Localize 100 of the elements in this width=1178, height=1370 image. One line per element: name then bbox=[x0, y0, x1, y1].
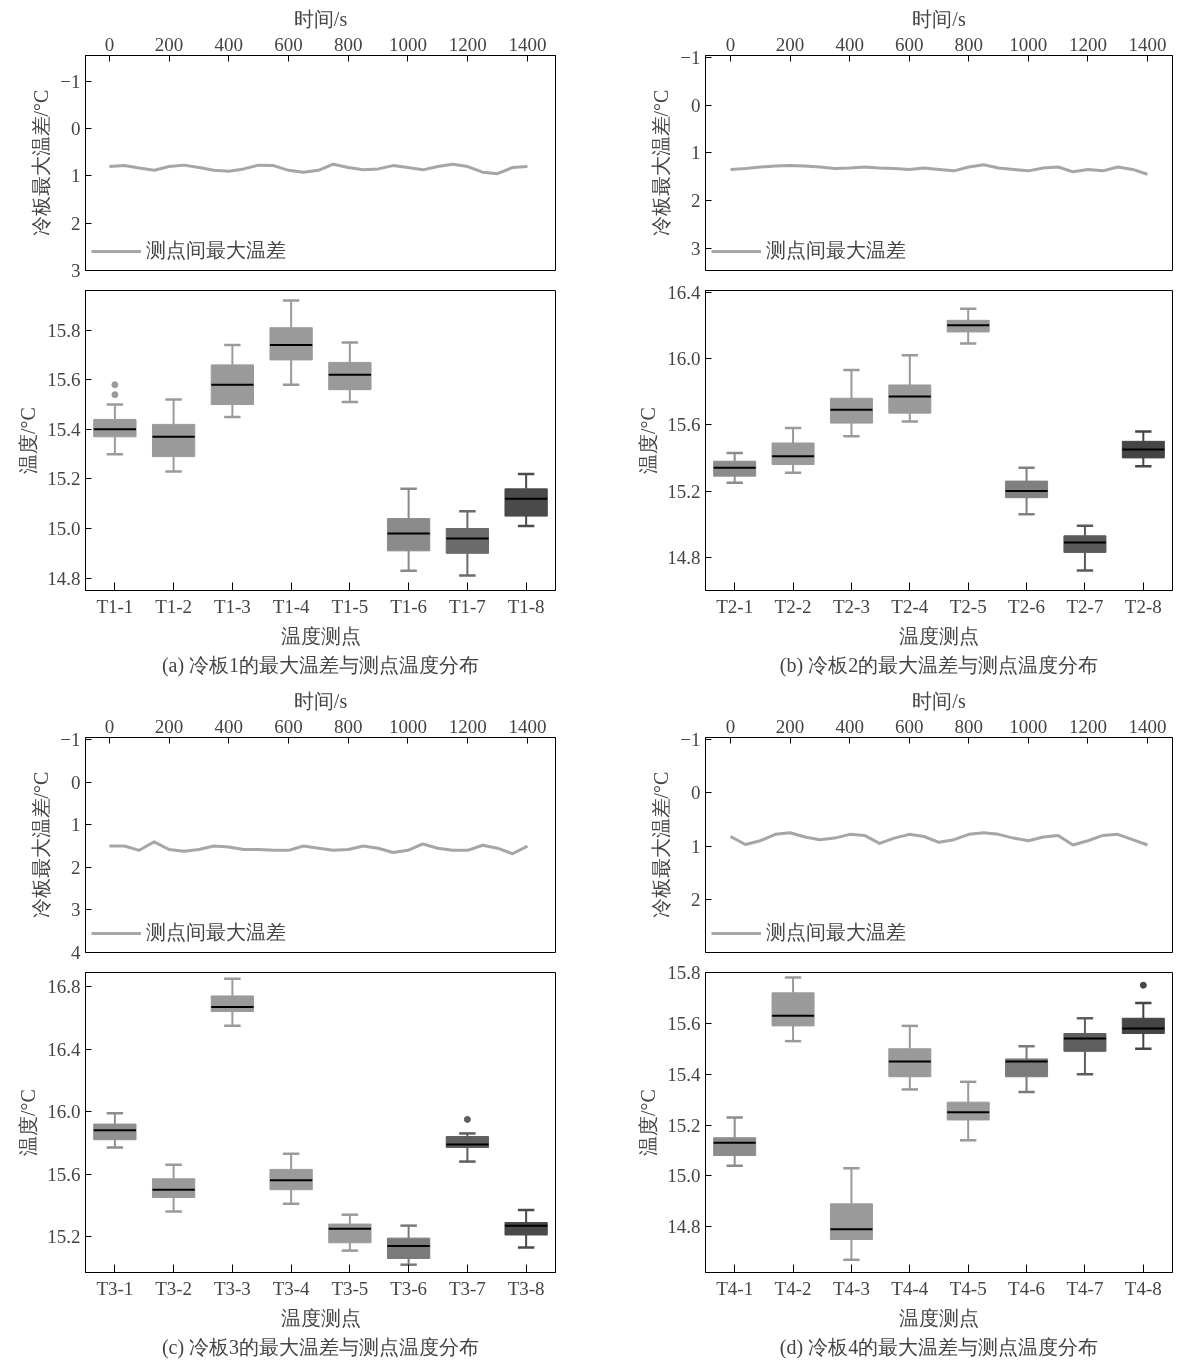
y-tick-label: 15.8 bbox=[47, 319, 81, 341]
y-tick-label: 1 bbox=[71, 814, 81, 836]
x-tick-label: 0 bbox=[104, 33, 115, 55]
y-tick-label: 15.6 bbox=[667, 1012, 701, 1034]
line-series bbox=[729, 163, 1149, 176]
y-tick-label: 2 bbox=[71, 212, 81, 234]
x-tick-label: 200 bbox=[154, 715, 184, 737]
x-tick-label: 1400 bbox=[508, 33, 547, 55]
x-axis-title: 时间/s bbox=[912, 7, 966, 30]
x-tick-label: 1200 bbox=[1068, 33, 1107, 55]
text: (a) 冷板1的最大温差与测点温度分布 bbox=[161, 653, 480, 677]
x-tick-label: 200 bbox=[775, 33, 805, 55]
y-tick-label: 15.2 bbox=[47, 468, 81, 490]
y-tick-label: 2 bbox=[71, 856, 81, 878]
x-tick-label: T3-3 bbox=[213, 1277, 251, 1299]
x-tick-label: T1-5 bbox=[331, 595, 369, 617]
x-tick-label: 600 bbox=[274, 33, 303, 55]
x-axis-title: 温度测点 bbox=[280, 624, 361, 647]
line-series bbox=[729, 831, 1149, 847]
x-tick-label: 1200 bbox=[448, 715, 487, 737]
x-tick-label: T1-6 bbox=[390, 595, 428, 617]
x-tick-label: T2-1 bbox=[716, 595, 754, 617]
line-series bbox=[107, 162, 529, 176]
x-tick-label: T3-7 bbox=[448, 1277, 486, 1299]
y-axis-title: 冷板最大温差/°C bbox=[30, 771, 53, 919]
x-axis-title: 温度测点 bbox=[899, 624, 979, 647]
text: (c) 冷板3的最大温差与测点温度分布 bbox=[161, 1335, 480, 1359]
x-tick-label: T4-4 bbox=[891, 1277, 929, 1299]
x-tick-label: T4-3 bbox=[832, 1277, 870, 1299]
y-axis-title: 冷板最大温差/°C bbox=[650, 89, 673, 237]
x-tick-label: T3-2 bbox=[155, 1277, 193, 1299]
y-axis-title: 温度/°C bbox=[637, 407, 660, 474]
y-tick-label: 1 bbox=[71, 165, 81, 187]
x-tick-label: 1200 bbox=[1068, 715, 1107, 737]
y-tick-label: 16.0 bbox=[47, 1101, 81, 1123]
y-tick-label: 14.8 bbox=[667, 1216, 701, 1238]
x-tick-label: 0 bbox=[725, 33, 736, 55]
y-tick-label: −1 bbox=[60, 729, 81, 751]
x-tick-label: T1-4 bbox=[272, 595, 311, 617]
x-tick-label: T1-7 bbox=[448, 595, 486, 617]
x-tick-label: 800 bbox=[334, 33, 363, 55]
x-tick-label: 600 bbox=[894, 33, 924, 55]
text: (b) 冷板2的最大温差与测点温度分布 bbox=[779, 653, 1099, 677]
x-tick-label: 1400 bbox=[1128, 33, 1167, 55]
y-tick-label: 3 bbox=[71, 260, 81, 281]
x-tick-label: T2-7 bbox=[1066, 595, 1104, 617]
y-axis-title: 冷板最大温差/°C bbox=[650, 771, 673, 919]
y-tick-label: 16.4 bbox=[667, 281, 701, 303]
y-tick-label: 2 bbox=[691, 888, 701, 910]
legend-label: 测点间最大温差 bbox=[146, 238, 286, 263]
x-tick-label: T4-8 bbox=[1124, 1277, 1162, 1299]
y-axis-title: 冷板最大温差/°C bbox=[30, 89, 53, 237]
y-tick-label: 0 bbox=[691, 782, 701, 804]
x-tick-label: T4-1 bbox=[716, 1277, 754, 1299]
y-tick-label: 15.0 bbox=[667, 1165, 701, 1187]
x-tick-label: T2-2 bbox=[774, 595, 812, 617]
y-tick-label: 15.2 bbox=[667, 1114, 701, 1136]
x-tick-label: 1400 bbox=[1128, 715, 1167, 737]
x-tick-label: 0 bbox=[725, 715, 736, 737]
x-axis-title: 时间/s bbox=[293, 689, 348, 712]
y-tick-label: −1 bbox=[60, 70, 81, 92]
y-tick-label: 0 bbox=[691, 94, 701, 116]
y-axis-title: 温度/°C bbox=[637, 1089, 660, 1156]
x-tick-label: T4-2 bbox=[774, 1277, 812, 1299]
x-tick-label: T3-1 bbox=[96, 1277, 134, 1299]
y-tick-label: 2 bbox=[691, 189, 701, 211]
y-tick-label: 15.8 bbox=[667, 962, 701, 983]
y-tick-label: 15.4 bbox=[667, 1063, 701, 1085]
y-tick-label: 1 bbox=[691, 835, 701, 857]
y-tick-label: 15.0 bbox=[47, 518, 81, 540]
x-tick-label: T2-3 bbox=[832, 595, 870, 617]
y-axis-title: 温度/°C bbox=[17, 1089, 40, 1156]
y-tick-label: 0 bbox=[71, 118, 81, 140]
x-axis-title: 温度测点 bbox=[280, 1306, 361, 1329]
line-series bbox=[107, 840, 529, 856]
x-tick-label: T2-8 bbox=[1124, 595, 1162, 617]
y-tick-label: 15.4 bbox=[47, 418, 81, 440]
x-tick-label: 1400 bbox=[508, 715, 547, 737]
x-tick-label: 200 bbox=[775, 715, 805, 737]
x-tick-label: 600 bbox=[894, 715, 924, 737]
legend-label: 测点间最大温差 bbox=[766, 238, 906, 263]
y-tick-label: 3 bbox=[691, 237, 701, 259]
x-tick-label: 400 bbox=[835, 33, 864, 55]
y-tick-label: 16.8 bbox=[47, 976, 81, 998]
x-tick-label: 800 bbox=[334, 715, 363, 737]
y-tick-label: 16.0 bbox=[667, 347, 701, 369]
x-tick-label: 1000 bbox=[1009, 715, 1048, 737]
x-tick-label: 1000 bbox=[388, 715, 427, 737]
y-tick-label: 15.2 bbox=[667, 480, 701, 502]
x-tick-label: T1-8 bbox=[507, 595, 545, 617]
x-tick-label: T3-4 bbox=[272, 1277, 311, 1299]
y-tick-label: −1 bbox=[680, 729, 701, 751]
x-tick-label: 400 bbox=[835, 715, 864, 737]
x-tick-label: 200 bbox=[154, 33, 184, 55]
x-axis-title: 时间/s bbox=[293, 7, 348, 30]
x-tick-label: 400 bbox=[214, 33, 244, 55]
text: (d) 冷板4的最大温差与测点温度分布 bbox=[779, 1335, 1099, 1359]
x-tick-label: T1-2 bbox=[155, 595, 193, 617]
x-tick-label: 1000 bbox=[388, 33, 427, 55]
y-tick-label: 1 bbox=[691, 142, 701, 164]
